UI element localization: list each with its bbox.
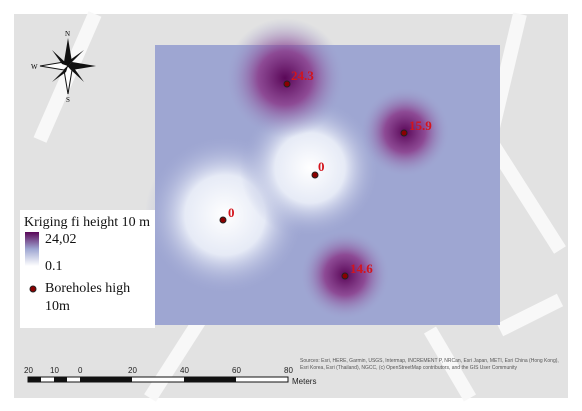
scale-segment (80, 377, 132, 382)
scale-bar: 20 10 0 20 40 60 80 Meters (24, 366, 316, 386)
compass-arm (68, 62, 96, 70)
compass-arm (68, 66, 84, 82)
kriging-surface (145, 18, 500, 325)
scale-label: 40 (180, 366, 189, 375)
attribution-box: Sources: Esri, HERE, Garmin, USGS, Inter… (300, 358, 559, 371)
scale-segment (28, 377, 41, 382)
scale-segment (184, 377, 236, 382)
borehole (341, 272, 349, 280)
borehole (311, 171, 319, 179)
scale-label: 20 (24, 366, 33, 375)
scale-unit: Meters (292, 377, 316, 386)
compass-s: S (66, 96, 70, 104)
borehole-label: 0 (228, 205, 235, 220)
compass-arm (68, 50, 84, 66)
borehole-label: 14.6 (350, 261, 373, 276)
legend-points: 10m (45, 299, 70, 314)
legend-low: 0.1 (45, 259, 63, 274)
road (144, 316, 206, 402)
scale-label: 80 (284, 366, 293, 375)
legend: Kriging fi height 10 m 24,02 0.1 Borehol… (20, 210, 155, 328)
boreholes: 24.3 15.9 0 0 14.6 (219, 68, 432, 280)
borehole-label: 24.3 (291, 68, 314, 83)
compass-n: N (65, 30, 70, 38)
compass: N S W (31, 30, 96, 104)
road (423, 326, 477, 402)
borehole (219, 216, 227, 224)
borehole (283, 80, 291, 88)
scale-label: 10 (50, 366, 59, 375)
borehole-label: 0 (318, 159, 325, 174)
borehole (400, 129, 408, 137)
scale-segment (54, 377, 67, 382)
scale-label: 60 (232, 366, 241, 375)
legend-symbol (29, 285, 37, 293)
compass-arm (52, 50, 68, 66)
scale-label: 0 (78, 366, 83, 375)
attribution: Sources: Esri, HERE, Garmin, USGS, Inter… (300, 358, 559, 371)
high-area (225, 18, 345, 138)
compass-w: W (31, 63, 38, 71)
scale-label: 20 (128, 366, 137, 375)
legend-box (20, 210, 155, 328)
compass-arm (64, 38, 72, 66)
legend-points: Boreholes high (45, 281, 130, 296)
legend-ramp (25, 232, 39, 266)
legend-high: 24,02 (45, 232, 77, 247)
legend-title: Kriging fi height 10 m (24, 215, 150, 230)
compass-arm (52, 66, 68, 82)
borehole-label: 15.9 (409, 118, 432, 133)
road (496, 293, 564, 337)
